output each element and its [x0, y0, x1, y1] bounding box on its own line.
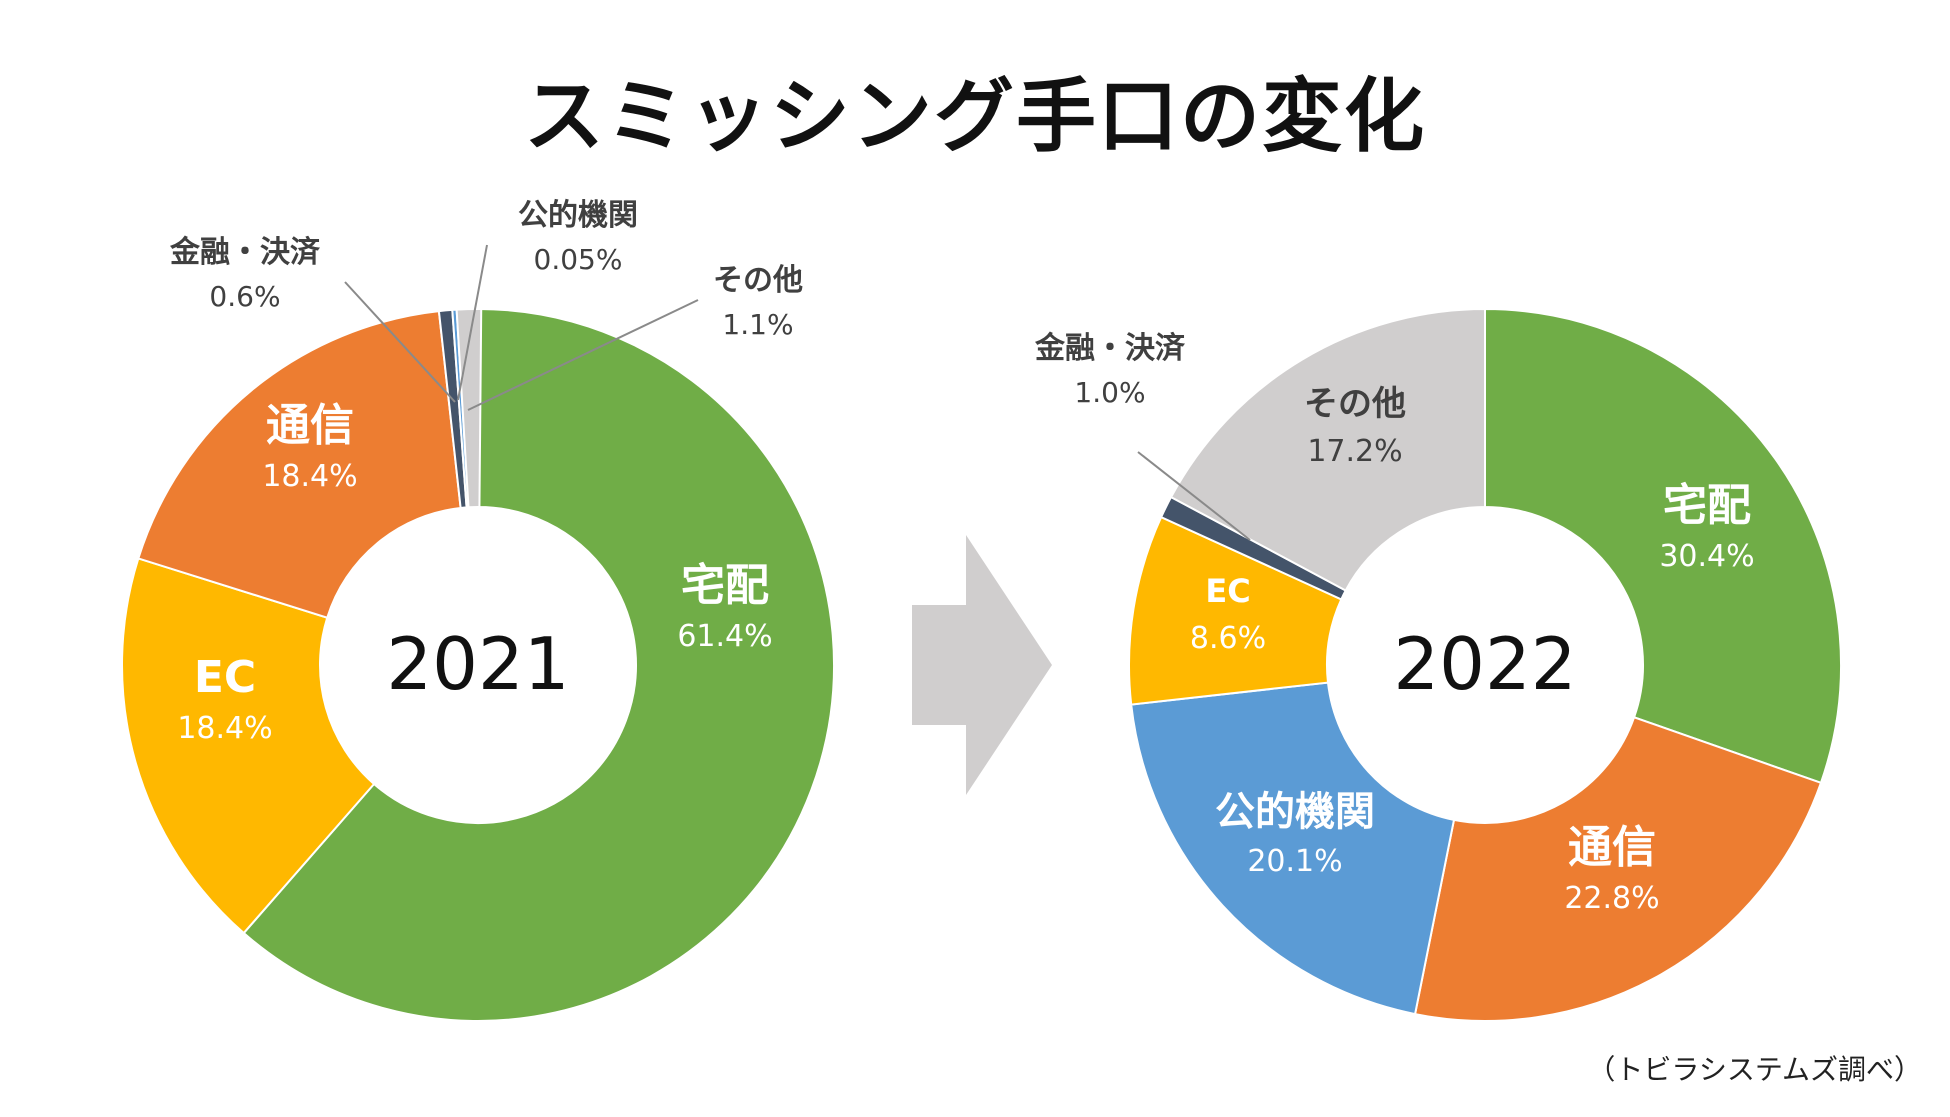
slice-name-label: 宅配 — [681, 560, 769, 611]
slice-name-label: 公的機関 — [518, 198, 638, 233]
slice-name-label: 宅配 — [1663, 480, 1751, 531]
slice-name-label: EC — [194, 652, 256, 703]
center-year-label: 2022 — [1393, 622, 1576, 706]
source-note: （トビラシステムズ調べ） — [1587, 1053, 1922, 1086]
slice-value-label: 0.05% — [534, 243, 623, 276]
slice-value-label: 17.2% — [1307, 434, 1402, 469]
slice-value-label: 1.1% — [722, 308, 793, 341]
slice-公的機関 — [1130, 681, 1456, 1016]
slice-その他 — [455, 308, 483, 509]
leader-line — [467, 299, 699, 411]
slice-name-label: 通信 — [1568, 822, 1656, 873]
slice-value-label: 1.0% — [1074, 376, 1145, 409]
slice-name-label: その他 — [713, 263, 803, 298]
slice-value-label: 18.4% — [262, 459, 357, 494]
donut-chart-2021: 宅配 61.4% EC 18.4% 通信 18.4% 金融・決済 0.6% 公的機関 0.05% そ… — [121, 198, 835, 1022]
slice-通信 — [137, 310, 462, 619]
leader-line — [344, 281, 456, 403]
slice-value-label: 22.8% — [1564, 881, 1659, 916]
slice-name-label: その他 — [1304, 384, 1406, 424]
slice-name-label: EC — [1205, 572, 1250, 610]
leader-line — [1137, 451, 1251, 541]
slice-宅配 — [1484, 307, 1842, 785]
slice-name-label: 金融・決済 — [1034, 331, 1186, 366]
center-year-label: 2021 — [386, 622, 569, 706]
slice-EC — [121, 557, 376, 935]
leader-line — [457, 244, 488, 401]
slice-value-label: 8.6% — [1190, 621, 1266, 656]
slice-value-label: 0.6% — [209, 280, 280, 313]
slice-name-label: 通信 — [266, 400, 354, 451]
slice-通信 — [1413, 716, 1823, 1022]
slice-宅配 — [242, 307, 835, 1022]
slice-value-label: 18.4% — [177, 711, 272, 746]
slice-value-label: 61.4% — [677, 619, 772, 654]
slice-その他 — [1169, 307, 1486, 592]
slice-value-label: 30.4% — [1659, 539, 1754, 574]
slice-name-label: 公的機関 — [1215, 789, 1375, 835]
right-arrow-icon — [912, 535, 1052, 795]
slice-name-label: 金融・決済 — [169, 235, 321, 270]
chart-title: スミッシング手口の変化 — [524, 70, 1426, 163]
slice-value-label: 20.1% — [1247, 844, 1342, 879]
donut-chart-2022: 宅配 30.4% 通信 22.8% 公的機関 20.1% EC 8.6% 金融・決済 1.0% その… — [1034, 307, 1842, 1022]
